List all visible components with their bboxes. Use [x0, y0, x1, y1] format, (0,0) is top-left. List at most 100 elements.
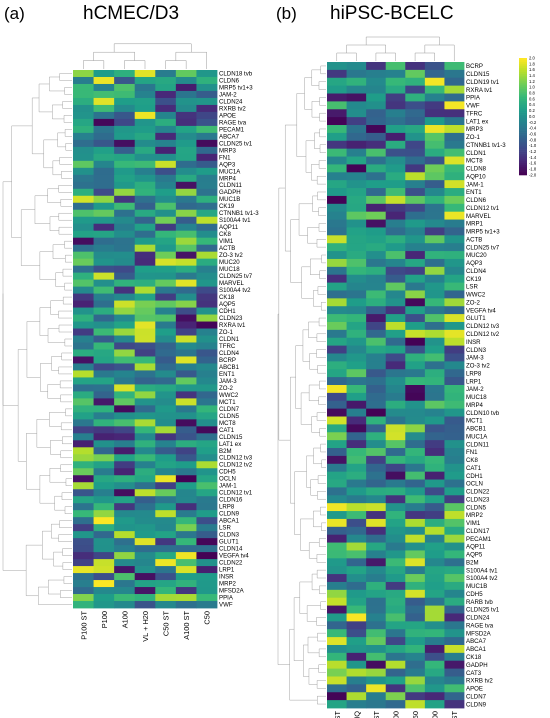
heatmap-cell: [385, 448, 406, 457]
heatmap-cell: [385, 455, 406, 465]
dendrogram-branch: [317, 491, 326, 500]
heatmap-cell: [366, 518, 387, 528]
heatmap-cell: [114, 307, 136, 315]
dendrogram-branch: [62, 562, 72, 570]
heatmap-cell: [73, 524, 94, 532]
row-label: TFRC: [466, 110, 483, 117]
heatmap-cell: [327, 369, 347, 378]
heatmap-cell: [73, 601, 94, 609]
heatmap-cell: [114, 552, 136, 560]
heatmap-cell: [196, 559, 218, 567]
heatmap-cell: [346, 62, 367, 71]
heatmap-cell: [346, 574, 367, 583]
dendrogram-branch: [64, 129, 72, 137]
heatmap-cell: [73, 489, 94, 497]
colorbar-segment: [519, 89, 527, 92]
heatmap-cell: [444, 93, 465, 102]
heatmap-cell: [327, 77, 347, 87]
heatmap-cell: [385, 621, 406, 630]
heatmap-cell: [424, 487, 445, 496]
heatmap-cell: [424, 298, 445, 307]
heatmap-cell: [405, 652, 426, 662]
row-label: VWF: [466, 103, 480, 110]
heatmap-cell: [366, 542, 387, 551]
heatmap-cell: [327, 440, 347, 449]
dendrogram-branch: [59, 380, 72, 389]
row-label: ACTB: [466, 236, 482, 243]
heatmap-cell: [155, 104, 177, 113]
heatmap-cell: [114, 510, 136, 518]
heatmap-cell: [134, 566, 156, 574]
colorbar-segment: [519, 139, 527, 143]
heatmap-cell: [346, 495, 367, 504]
heatmap-cell: [175, 587, 197, 595]
row-label: CLDN11: [219, 182, 243, 189]
heatmap-cell: [114, 230, 136, 239]
heatmap-cell: [385, 385, 406, 394]
row-label: CLDN18 tvb: [219, 70, 253, 77]
heatmap-cell: [73, 391, 94, 399]
heatmap-cell: [346, 69, 367, 79]
heatmap-cell: [134, 314, 156, 322]
heatmap-cell: [444, 156, 465, 165]
heatmap-cell: [114, 349, 136, 357]
heatmap-cell: [405, 148, 426, 157]
colorbar-segment: [519, 97, 527, 100]
heatmap-cell: [93, 328, 115, 336]
row-label: CLDN12 tv2: [219, 462, 253, 469]
heatmap-cell: [366, 329, 387, 339]
dendrogram-branch: [308, 321, 320, 338]
heatmap-cell: [444, 77, 465, 87]
heatmap-cell: [366, 700, 387, 709]
heatmap-cell: [175, 328, 197, 336]
heatmap-cell: [196, 300, 218, 308]
heatmap-cell: [405, 329, 426, 339]
heatmap-cell: [366, 62, 387, 71]
heatmap-cell: [175, 111, 197, 120]
heatmap-cell: [346, 266, 367, 276]
heatmap-cell: [114, 468, 136, 476]
heatmap-cell: [114, 356, 136, 364]
heatmap-cell: [327, 605, 347, 614]
heatmap-cell: [73, 293, 94, 301]
heatmap-cell: [175, 216, 197, 225]
heatmap-cell: [444, 440, 465, 449]
colorbar-segment: [519, 114, 527, 117]
heatmap-cell: [366, 377, 387, 386]
heatmap-cell: [385, 542, 406, 551]
heatmap-cell: [93, 230, 115, 239]
heatmap-cell: [196, 160, 218, 169]
heatmap-cell: [405, 172, 426, 181]
dendrogram-branch: [316, 176, 326, 185]
heatmap-cell: [73, 160, 94, 169]
dendrogram-branch: [59, 157, 72, 165]
heatmap-cell: [93, 447, 115, 455]
heatmap-cell: [327, 455, 347, 465]
heatmap-cell: [114, 538, 136, 546]
colorbar-tick-label: 0.4: [529, 102, 535, 107]
heatmap-cell: [175, 552, 197, 560]
heatmap-cell: [327, 211, 347, 220]
dendrogram-branch: [308, 384, 320, 401]
heatmap-cell: [444, 542, 465, 551]
row-label: ZO-1: [219, 329, 233, 336]
heatmap-cell: [93, 349, 115, 357]
heatmap-cell: [346, 337, 367, 347]
heatmap-cell: [327, 574, 347, 583]
dendrogram-branch: [61, 492, 72, 500]
heatmap-cell: [405, 195, 426, 205]
heatmap-cell: [327, 69, 347, 79]
heatmap-cell: [73, 405, 94, 413]
heatmap-cell: [405, 566, 426, 575]
heatmap-cell: [93, 160, 115, 169]
colorbar-segment: [519, 91, 527, 94]
heatmap-cell: [405, 581, 426, 591]
dendrogram-branch: [301, 266, 314, 299]
heatmap-cell: [93, 426, 115, 434]
heatmap-cell: [93, 314, 115, 322]
colorbar-segment: [519, 165, 527, 168]
heatmap-cell: [73, 461, 94, 469]
heatmap-cell: [196, 307, 218, 315]
dendrogram-branch: [308, 542, 320, 559]
heatmap-cell: [444, 258, 465, 268]
